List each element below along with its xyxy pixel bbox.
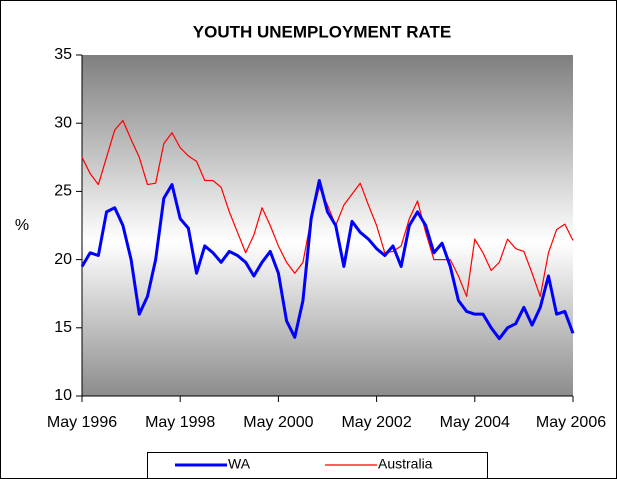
y-axis-label: % — [15, 217, 29, 234]
x-tick-label: May 2000 — [243, 414, 313, 431]
plot-area — [82, 55, 573, 396]
x-tick-label: May 2004 — [440, 414, 510, 431]
y-tick-label: 35 — [54, 46, 72, 63]
y-tick-label: 10 — [54, 387, 72, 404]
x-tick-label: May 2006 — [536, 414, 606, 431]
y-tick-label: 30 — [54, 114, 72, 131]
legend-label: WA — [228, 456, 251, 472]
y-tick-label: 20 — [54, 251, 72, 268]
y-tick-label: 15 — [54, 319, 72, 336]
x-tick-label: May 1998 — [145, 414, 215, 431]
chart-title: YOUTH UNEMPLOYMENT RATE — [193, 22, 451, 41]
line-series — [80, 178, 575, 341]
y-tick-label: 25 — [54, 183, 72, 200]
x-tick-label: May 1996 — [47, 414, 117, 431]
line-series — [81, 119, 574, 298]
legend-label: Australia — [378, 456, 433, 472]
x-tick-label: May 2002 — [341, 414, 411, 431]
